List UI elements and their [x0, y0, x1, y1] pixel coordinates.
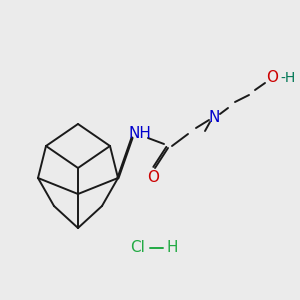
- Text: O: O: [266, 70, 278, 86]
- Text: Cl: Cl: [130, 241, 146, 256]
- Text: O: O: [147, 169, 159, 184]
- Text: H: H: [166, 241, 178, 256]
- Text: -H: -H: [280, 71, 295, 85]
- Text: N: N: [208, 110, 220, 124]
- Text: NH: NH: [129, 125, 152, 140]
